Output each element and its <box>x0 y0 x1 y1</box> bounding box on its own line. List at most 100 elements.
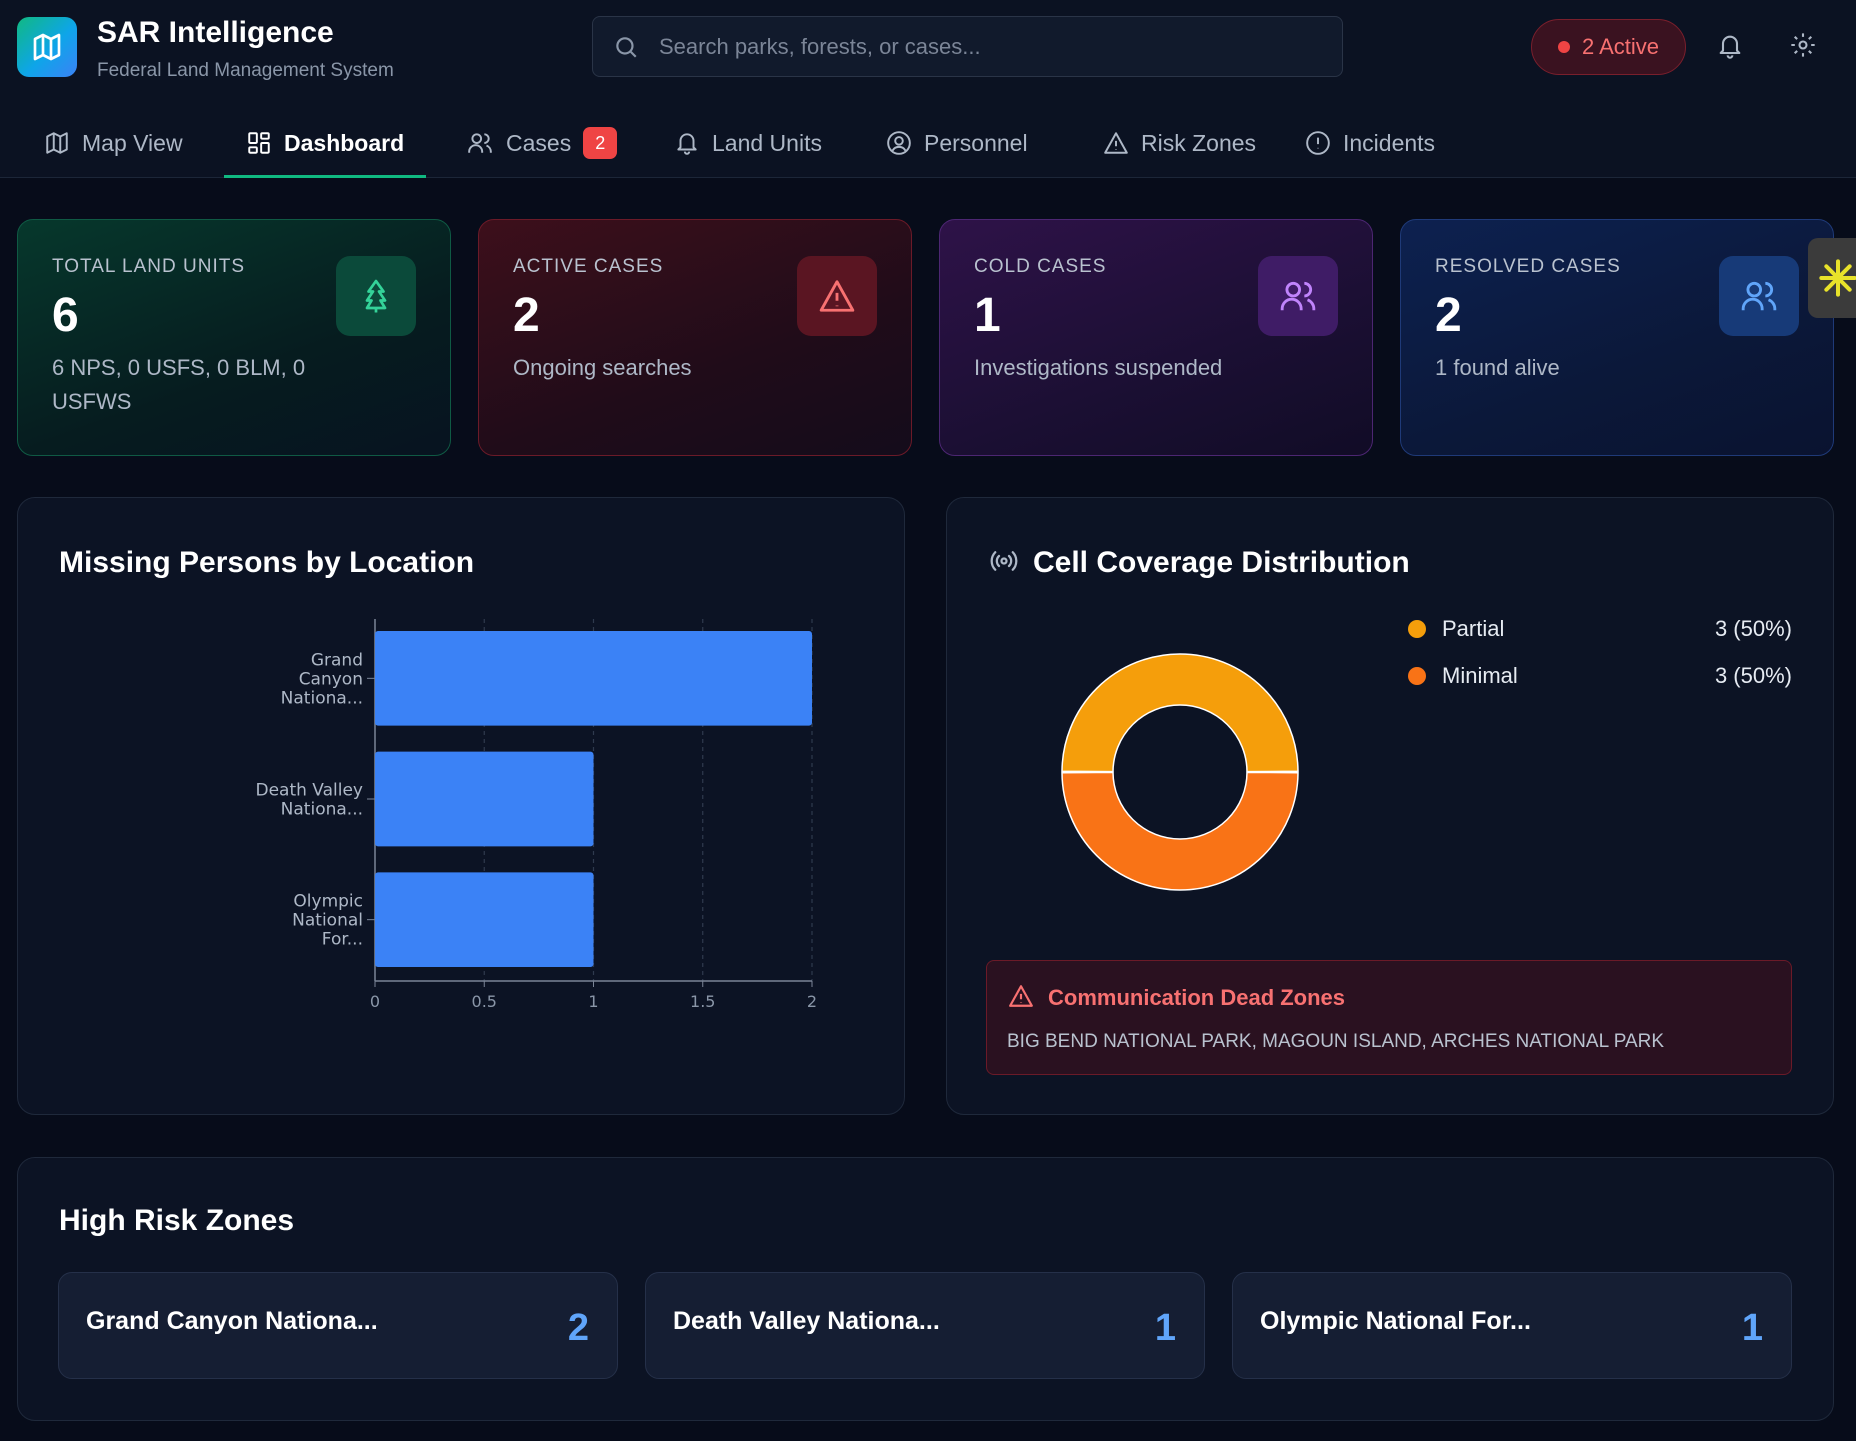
risk-zone-name: Death Valley Nationa... <box>673 1307 940 1335</box>
legend-swatch <box>1408 620 1426 638</box>
active-tab-indicator <box>224 175 427 178</box>
bell-icon[interactable] <box>1716 31 1744 61</box>
bar <box>375 631 812 726</box>
active-pill-label: 2 Active <box>1581 34 1660 59</box>
donut-slice <box>1061 771 1299 891</box>
warning-icon <box>1009 985 1033 1007</box>
stat-value: 1 <box>974 289 1001 342</box>
warning-icon <box>1104 132 1128 154</box>
stat-label: RESOLVED CASES <box>1435 256 1621 277</box>
user-circle-icon <box>887 131 911 155</box>
tab-incidents[interactable]: Incidents <box>1283 108 1457 178</box>
dead-zones-title: Communication Dead Zones <box>1048 985 1346 1010</box>
map-icon <box>46 132 68 154</box>
tab-label: Incidents <box>1343 129 1436 156</box>
y-tick-label: Death Valley <box>255 781 363 801</box>
risk-zone-name: Grand Canyon Nationa... <box>86 1307 378 1335</box>
y-tick-label: Canyon <box>299 669 363 689</box>
risk-zone-card[interactable]: Death Valley Nationa... 1 <box>645 1272 1205 1379</box>
tab-label: Dashboard <box>284 129 405 156</box>
y-tick-label: National <box>292 911 363 931</box>
bar <box>375 872 594 967</box>
users-icon <box>1741 281 1777 311</box>
y-tick-label: Grand <box>311 650 363 670</box>
stat-subtext: 1 found alive <box>1435 355 1560 380</box>
dead-zones-alert: Communication Dead Zones BIG BEND NATION… <box>986 960 1792 1075</box>
risk-zone-count: 2 <box>567 1307 589 1349</box>
x-tick-label: 0.5 <box>472 992 497 1011</box>
legend-swatch <box>1408 667 1426 685</box>
stat-card-cold-cases[interactable]: COLD CASES 1 Investigations suspended <box>939 219 1373 456</box>
stat-subtext: Investigations suspended <box>974 355 1223 380</box>
risk-zone-card[interactable]: Olympic National For... 1 <box>1232 1272 1792 1379</box>
tab-map-view[interactable]: Map View <box>22 108 205 178</box>
panel-title: Missing Persons by Location <box>59 546 475 579</box>
legend-label: Minimal <box>1442 663 1518 688</box>
gear-icon[interactable] <box>1789 31 1817 59</box>
stat-card-total-land-units[interactable]: TOTAL LAND UNITS 6 6 NPS, 0 USFS, 0 BLM,… <box>17 219 451 456</box>
stat-label: ACTIVE CASES <box>513 256 664 277</box>
legend-item-partial: Partial 3 (50%) <box>1408 612 1792 646</box>
panel-title: High Risk Zones <box>59 1204 295 1237</box>
stat-label: TOTAL LAND UNITS <box>52 256 246 277</box>
map-icon <box>33 33 61 61</box>
warning-icon <box>819 280 855 312</box>
dead-zones-list: BIG BEND NATIONAL PARK, MAGOUN ISLAND, A… <box>1007 1031 1665 1052</box>
assistant-sparkle-button[interactable] <box>1808 238 1856 318</box>
legend-label: Partial <box>1442 616 1505 641</box>
tab-label: Map View <box>82 129 183 156</box>
stat-card-resolved-cases[interactable]: RESOLVED CASES 2 1 found alive <box>1400 219 1834 456</box>
app-logo[interactable] <box>17 17 77 77</box>
tab-label: Cases <box>506 129 572 156</box>
search-box[interactable] <box>592 16 1343 77</box>
tab-cases[interactable]: Cases 2 <box>444 108 639 178</box>
x-tick-label: 2 <box>807 992 817 1011</box>
tab-risk-zones[interactable]: Risk Zones <box>1081 108 1278 178</box>
users-icon <box>468 133 492 153</box>
alert-circle-icon <box>1306 131 1330 155</box>
status-dot <box>1557 41 1570 53</box>
tree-icon <box>365 279 387 313</box>
tab-label: Personnel <box>924 129 1028 156</box>
x-tick-label: 0 <box>370 992 380 1011</box>
stat-icon-box <box>336 256 416 336</box>
tab-label: Land Units <box>712 129 822 156</box>
dashboard-icon <box>248 132 270 154</box>
top-bar: SAR Intelligence Federal Land Management… <box>0 0 1856 178</box>
risk-zone-card[interactable]: Grand Canyon Nationa... 2 <box>58 1272 618 1379</box>
legend-item-minimal: Minimal 3 (50%) <box>1408 659 1792 693</box>
stat-value: 2 <box>513 289 540 342</box>
tab-label: Risk Zones <box>1141 129 1257 156</box>
tab-dashboard[interactable]: Dashboard <box>224 108 427 178</box>
main-tabs: Map View Dashboard Cases 2 Land Units Pe… <box>0 108 1856 178</box>
x-tick-label: 1.5 <box>690 992 715 1011</box>
y-tick-label: Nationa... <box>281 688 363 708</box>
stat-card-active-cases[interactable]: ACTIVE CASES 2 Ongoing searches <box>478 219 912 456</box>
x-tick-label: 1 <box>588 992 598 1011</box>
signal-icon <box>990 551 1018 571</box>
bell-icon <box>677 133 697 155</box>
stat-icon-box <box>1258 256 1338 336</box>
stat-icon-box <box>1719 256 1799 336</box>
search-icon <box>616 37 637 58</box>
stat-icon-box <box>797 256 877 336</box>
search-input[interactable] <box>659 17 1319 76</box>
y-tick-label: Nationa... <box>281 800 363 820</box>
stat-subtext: 6 NPS, 0 USFS, 0 BLM, 0 USFWS <box>52 355 306 414</box>
bar <box>375 751 594 847</box>
active-cases-pill[interactable]: 2 Active <box>1531 19 1686 75</box>
stat-subtext: Ongoing searches <box>513 355 692 380</box>
legend-value: 3 (50%) <box>1714 616 1792 641</box>
users-icon <box>1280 281 1316 311</box>
app-title: SAR Intelligence <box>97 16 334 49</box>
app-subtitle: Federal Land Management System <box>97 60 394 81</box>
tab-personnel[interactable]: Personnel <box>864 108 1050 178</box>
donut-slice <box>1061 653 1299 773</box>
sparkle-icon <box>1819 259 1856 297</box>
tab-land-units[interactable]: Land Units <box>652 108 844 178</box>
y-tick-label: For... <box>322 930 363 950</box>
legend-value: 3 (50%) <box>1714 663 1792 688</box>
stat-value: 6 <box>52 289 79 342</box>
y-tick-label: Olympic <box>293 892 363 912</box>
